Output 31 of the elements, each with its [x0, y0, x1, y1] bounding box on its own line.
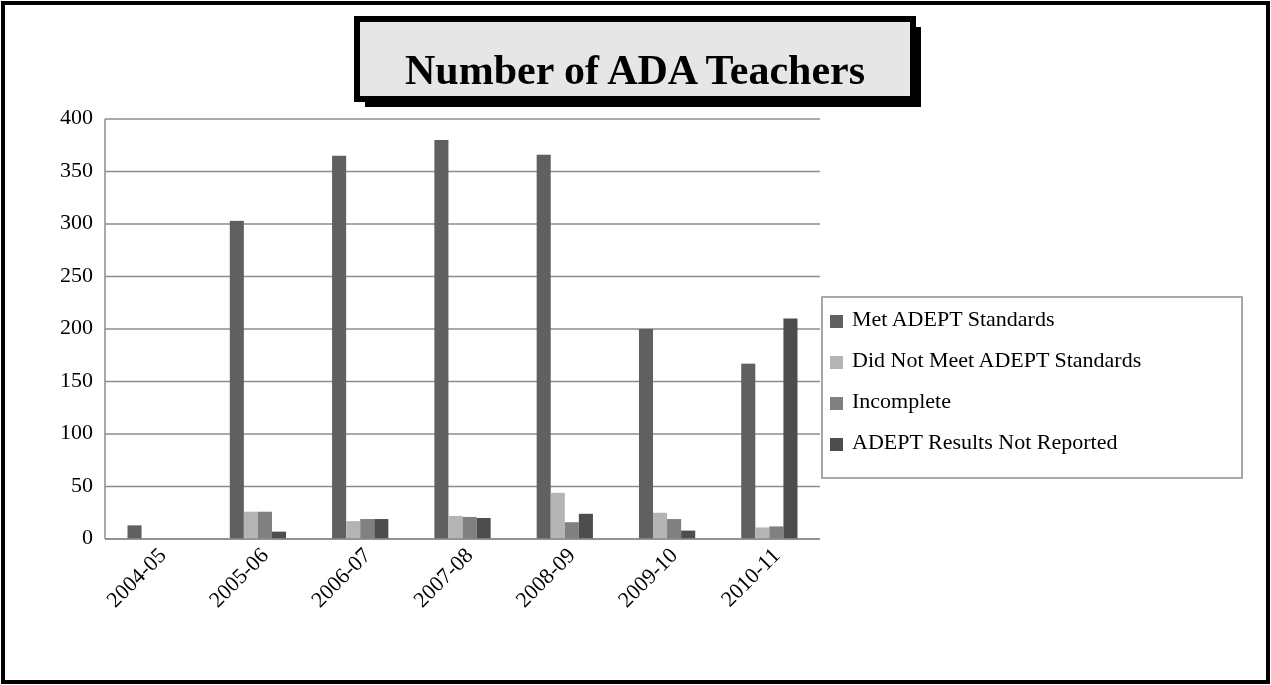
y-tick-label: 50	[71, 471, 93, 497]
legend-label: Incomplete	[852, 388, 951, 414]
legend-label: ADEPT Results Not Reported	[852, 429, 1118, 455]
y-tick-label: 150	[60, 366, 93, 392]
legend-label: Did Not Meet ADEPT Standards	[852, 347, 1142, 373]
y-tick-label: 350	[60, 156, 93, 182]
bar	[783, 318, 798, 539]
bar	[653, 512, 668, 539]
bar	[638, 329, 654, 539]
legend-label: Met ADEPT Standards	[852, 306, 1055, 332]
bar	[374, 519, 389, 539]
y-tick-label: 200	[60, 314, 93, 340]
bar	[741, 363, 756, 539]
y-tick-label: 400	[60, 104, 93, 130]
y-tick-label: 250	[60, 261, 93, 287]
y-tick-label: 0	[82, 524, 93, 550]
y-tick-label: 100	[60, 419, 93, 445]
bar	[476, 518, 491, 539]
y-tick-label: 300	[60, 209, 93, 235]
chart-title: Number of ADA Teachers	[404, 46, 866, 93]
bar	[578, 513, 593, 539]
bar	[536, 154, 551, 539]
bar	[332, 155, 347, 539]
bar	[448, 515, 463, 539]
bar	[550, 492, 565, 539]
bar	[229, 220, 244, 539]
bar	[434, 140, 449, 539]
bar	[755, 527, 770, 539]
bar	[243, 511, 258, 539]
bar	[346, 521, 361, 539]
bar	[127, 525, 142, 539]
